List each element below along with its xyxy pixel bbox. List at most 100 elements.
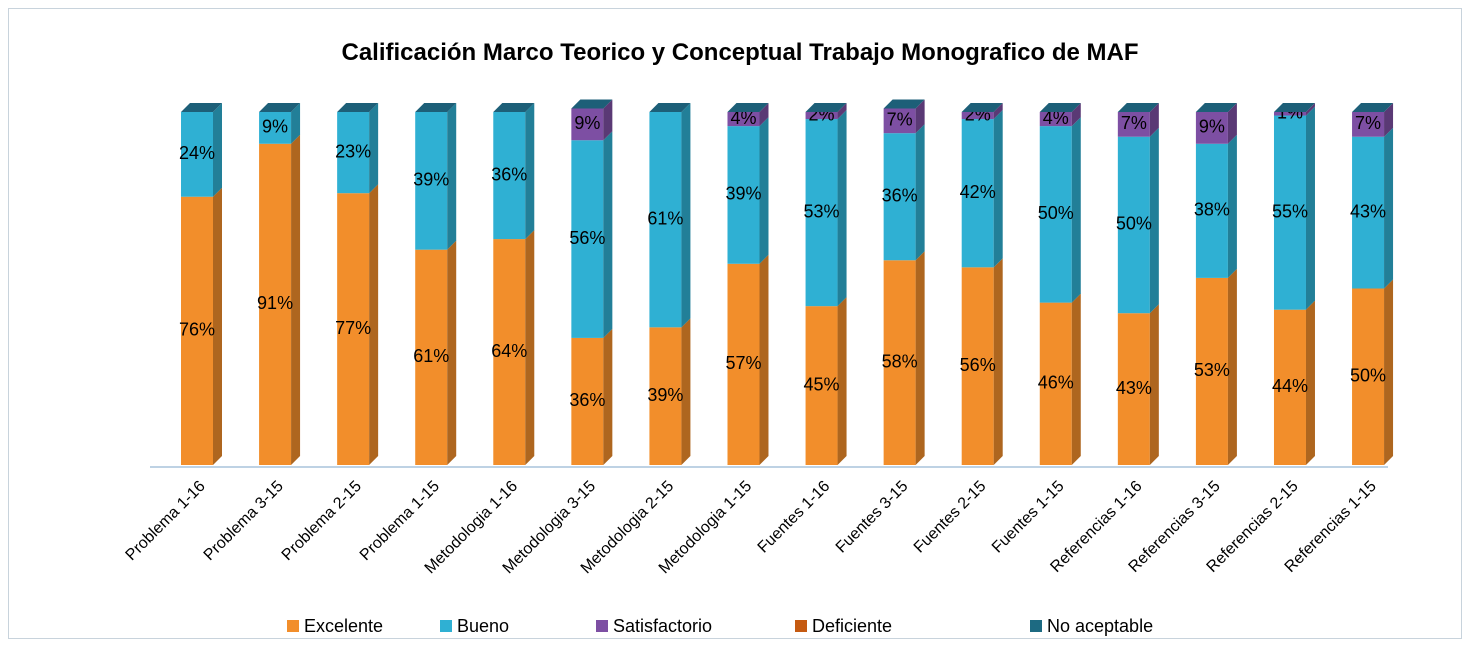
bar-segment [961,119,994,268]
bar-segment [1195,277,1228,465]
data-label: 38% [1194,200,1230,220]
chart-frame [8,8,1462,639]
bar-top [649,103,691,112]
bar-side [681,103,691,328]
data-label: 4% [730,108,756,128]
bar-segment [1195,143,1228,278]
bar-side [837,297,847,465]
legend-label: Excelente [304,616,383,636]
bar-top [337,103,379,112]
bar-top [571,99,613,109]
bar-side [681,318,691,465]
bar-side [1305,300,1315,465]
data-label: 39% [647,385,683,405]
bar-side [1149,103,1159,137]
data-label: 43% [1116,378,1152,398]
data-label: 56% [960,355,996,375]
data-label: 64% [491,341,527,361]
bar-top [181,103,222,112]
legend-swatch [287,620,299,632]
data-label: 57% [725,353,761,373]
data-label: 43% [1350,201,1386,221]
bar-segment [961,267,994,465]
bar-segment [649,112,682,328]
bar-top [1273,103,1315,112]
data-label: 61% [413,346,449,366]
bar-side [759,117,769,264]
bar-top [259,103,301,112]
bar-segment [337,112,370,194]
bar-segment [259,143,292,465]
x-tick-label: Problema 2-15 [279,478,365,564]
bar-side [1227,268,1237,465]
bar-segment [181,112,213,197]
data-label: 36% [491,164,527,184]
x-tick-label: Fuentes 1-16 [755,478,834,557]
data-label: 44% [1272,376,1308,396]
data-label: 46% [1038,373,1074,393]
legend-label: Deficiente [812,616,892,636]
x-tick-label: Problema 1-16 [123,478,209,564]
bar-top [1195,103,1237,112]
bar-segment [259,112,292,144]
bar-segment [1273,115,1306,310]
chart-title: Calificación Marco Teorico y Conceptual … [341,39,1139,66]
bar-side [759,103,769,127]
data-label: 76% [179,320,215,340]
data-label: 4% [1043,108,1069,128]
data-label: 50% [1038,203,1074,223]
bar-side [291,103,301,144]
bar-segment [493,112,526,240]
x-tick-label: Fuentes 3-15 [833,478,912,557]
bar-side [603,99,613,141]
data-label: 9% [574,113,600,133]
bar-segment [571,337,604,465]
bar-side [993,258,1003,465]
bar-top [961,103,1003,112]
bar-segment [1352,112,1385,137]
bar-side [1384,279,1394,465]
bar-segment [727,263,760,465]
bar-segment [1352,136,1385,289]
bar-side [603,328,613,465]
bar-top [883,99,925,109]
bar-segment [1117,136,1150,314]
bar-segment [1117,313,1150,465]
bar-side [213,103,222,197]
bar-side [1071,103,1081,127]
bar-segment [1117,112,1150,137]
data-label: 53% [1194,360,1230,380]
bar-side [993,110,1003,268]
data-label: 61% [647,208,683,228]
bar-segment [649,327,682,465]
bar-side [1149,127,1159,314]
data-label: 53% [804,201,840,221]
bar-side [837,110,847,307]
bar-side [525,230,535,465]
legend-label: Bueno [457,616,509,636]
bar-side [1071,293,1081,465]
bar-side [1384,103,1394,137]
bar-segment [1352,288,1385,465]
bar-side [1227,103,1237,144]
bar-segment [727,126,760,264]
bar-side [447,240,457,465]
data-label: 9% [1199,117,1225,137]
data-label: 7% [887,110,913,130]
legend-swatch [440,620,452,632]
bar-side [1071,117,1081,303]
bar-segment [571,140,604,338]
bar-segment [337,193,370,465]
bar-side [759,254,769,465]
bar-side [213,187,222,465]
x-tick-label: Fuentes 1-15 [989,478,1068,557]
legend-label: Satisfactorio [613,616,712,636]
bar-top [1352,103,1394,112]
data-label: 23% [335,141,371,161]
bar-segment [181,196,213,465]
bar-side [993,103,1003,120]
legend-swatch [1030,620,1042,632]
data-label: 24% [179,143,215,163]
bar-top [1039,103,1081,112]
